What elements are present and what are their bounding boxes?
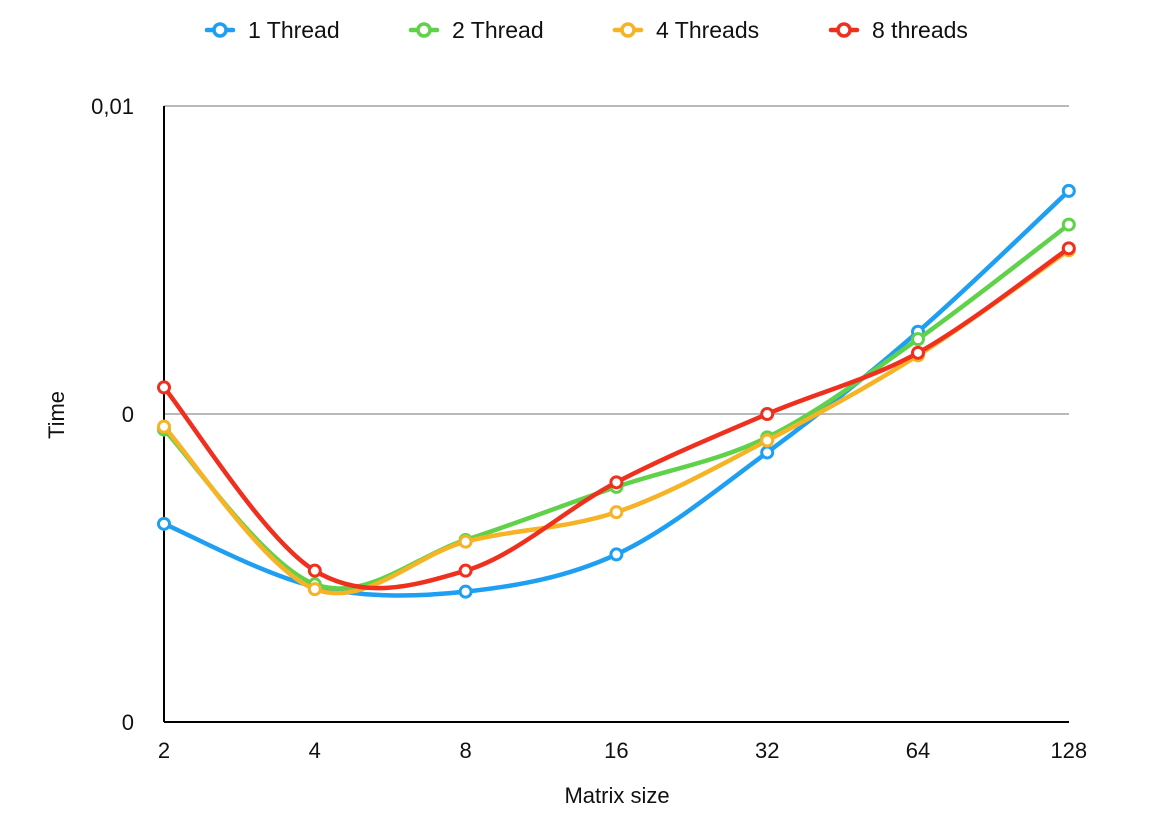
data-point [760, 407, 775, 421]
legend-label: 2 Thread [452, 17, 544, 43]
legend: 1 Thread 2 Thread 4 Threads 8 threads [204, 17, 968, 43]
data-point [157, 516, 171, 531]
legend-item: 2 Thread [408, 17, 544, 43]
axes: 0 0 0,01 2 4 8 16 32 64 128 [91, 94, 1087, 763]
series-2 [157, 217, 1076, 592]
series-4 [157, 241, 1076, 591]
series-1 [157, 183, 1076, 599]
y-tick-label: 0 [122, 402, 134, 427]
x-tick-label: 32 [755, 738, 779, 763]
x-tick-label: 4 [309, 738, 321, 763]
y-tick-label: 0 [122, 710, 134, 735]
data-point [1061, 183, 1076, 198]
legend-label: 1 Thread [248, 17, 340, 43]
data-point [609, 547, 624, 562]
data-point [307, 582, 322, 597]
data-point [157, 419, 171, 434]
legend-item: 4 Threads [612, 17, 759, 43]
data-point [458, 563, 473, 578]
x-tick-label: 8 [459, 738, 471, 763]
data-point [1061, 217, 1076, 232]
legend-label: 8 threads [872, 17, 968, 43]
series-line [161, 188, 1072, 598]
data-point [760, 433, 775, 448]
series-line [161, 246, 1072, 591]
gridlines [164, 105, 1069, 415]
legend-swatch-marker [416, 22, 432, 38]
axis-labels: Matrix size Time [44, 391, 670, 808]
series-layer [157, 183, 1076, 599]
legend-item: 1 Thread [204, 17, 340, 43]
data-point [911, 332, 925, 347]
data-point [1061, 241, 1076, 256]
y-axis-title: Time [44, 391, 69, 439]
x-tick-label: 2 [158, 738, 170, 763]
legend-swatch-marker [620, 22, 636, 38]
x-tick-label: 16 [604, 738, 628, 763]
data-point [458, 584, 473, 599]
data-point [911, 345, 925, 360]
x-tick-label: 128 [1050, 738, 1087, 763]
data-point [157, 380, 171, 395]
data-point [307, 563, 322, 578]
legend-label: 4 Threads [656, 17, 759, 43]
x-tick-label: 64 [906, 738, 930, 763]
x-axis-title: Matrix size [564, 783, 669, 808]
legend-swatch-marker [836, 22, 852, 38]
series-line [161, 222, 1072, 591]
series-3 [157, 243, 1076, 597]
legend-item: 8 threads [828, 17, 968, 43]
legend-swatch-marker [212, 22, 228, 38]
data-point [609, 505, 624, 520]
data-point [609, 475, 624, 490]
y-tick-label: 0,01 [91, 94, 134, 119]
data-point [458, 534, 473, 549]
data-point [760, 445, 775, 460]
series-line [161, 248, 1072, 596]
